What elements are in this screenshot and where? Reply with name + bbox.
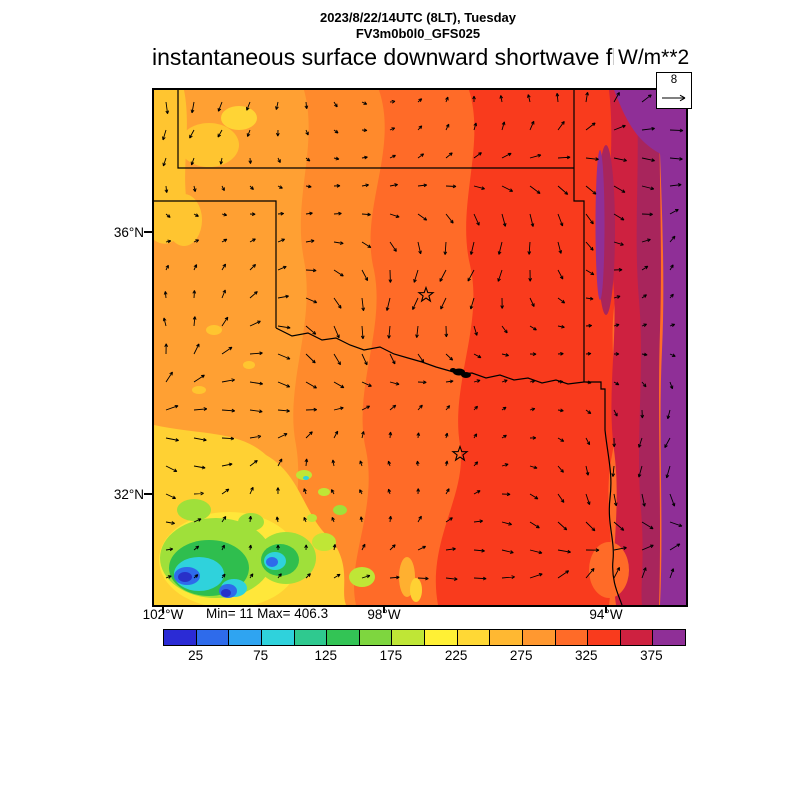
lon-tick-label-98w: 98°W: [367, 607, 401, 622]
colorbar-segment: [522, 630, 556, 645]
colorbar-tick-label: 75: [253, 648, 269, 663]
colorbar-segment: [164, 630, 197, 645]
model-header: FV3m0b0l0_GFS025: [355, 26, 481, 41]
colorbar-segment: [620, 630, 654, 645]
lon-tick-mark-102w: [162, 605, 164, 613]
lake-blob: [450, 368, 471, 378]
lon-tick-label-94w: 94°W: [589, 607, 623, 622]
colorbar: [163, 629, 686, 646]
valid-time-header: 2023/8/22/14UTC (8LT), Tuesday: [319, 10, 517, 25]
lon-tick-label-102w: 102°W: [142, 607, 184, 622]
colorbar-segment: [653, 630, 685, 645]
lat-tick-mark-36n: [144, 231, 152, 233]
colorbar-tick-label: 375: [640, 648, 663, 663]
colorbar-segment: [555, 630, 589, 645]
colorbar-segment: [327, 630, 360, 645]
map-canvas: [152, 88, 688, 607]
flux-map-svg: [154, 90, 686, 605]
wind-reference-box: 8: [656, 72, 692, 109]
colorbar-segment: [359, 630, 393, 645]
colorbar-tick-label: 25: [188, 648, 204, 663]
flux-field: [154, 90, 686, 605]
colorbar-tick-label: 225: [444, 648, 468, 663]
wind-reference-arrow-icon: [662, 94, 686, 102]
colorbar-segment: [261, 630, 295, 645]
colorbar-segment: [392, 630, 425, 645]
city-star-markers: [417, 285, 469, 462]
lon-tick-mark-94w: [605, 605, 607, 613]
colorbar-tick-label: 275: [509, 648, 533, 663]
colorbar-tick-labels: 25 75 125 175 225 275 325 375: [163, 648, 684, 664]
lat-tick-mark-32n: [144, 493, 152, 495]
colorbar-segment: [457, 630, 491, 645]
plot-units: W/m**2: [614, 46, 690, 73]
colorbar-segment: [196, 630, 230, 645]
colorbar-tick-label: 175: [379, 648, 403, 663]
colorbar-segment: [490, 630, 523, 645]
colorbar-segment: [425, 630, 458, 645]
colorbar-segment: [294, 630, 328, 645]
colorbar-tick-label: 125: [314, 648, 338, 663]
wind-arrows: [162, 91, 684, 581]
colorbar-segment: [229, 630, 262, 645]
plot-title: instantaneous surface downward shortwave…: [152, 44, 642, 70]
wind-reference-value: 8: [670, 74, 678, 86]
lon-tick-mark-98w: [383, 605, 385, 613]
min-max-readout: Min= 11 Max= 406.3: [206, 606, 329, 621]
state-boundaries: [154, 90, 623, 605]
lat-tick-label-32n: 32°N: [113, 487, 144, 502]
colorbar-tick-label: 325: [575, 648, 598, 663]
lat-tick-label-36n: 36°N: [113, 225, 144, 240]
colorbar-segment: [588, 630, 621, 645]
